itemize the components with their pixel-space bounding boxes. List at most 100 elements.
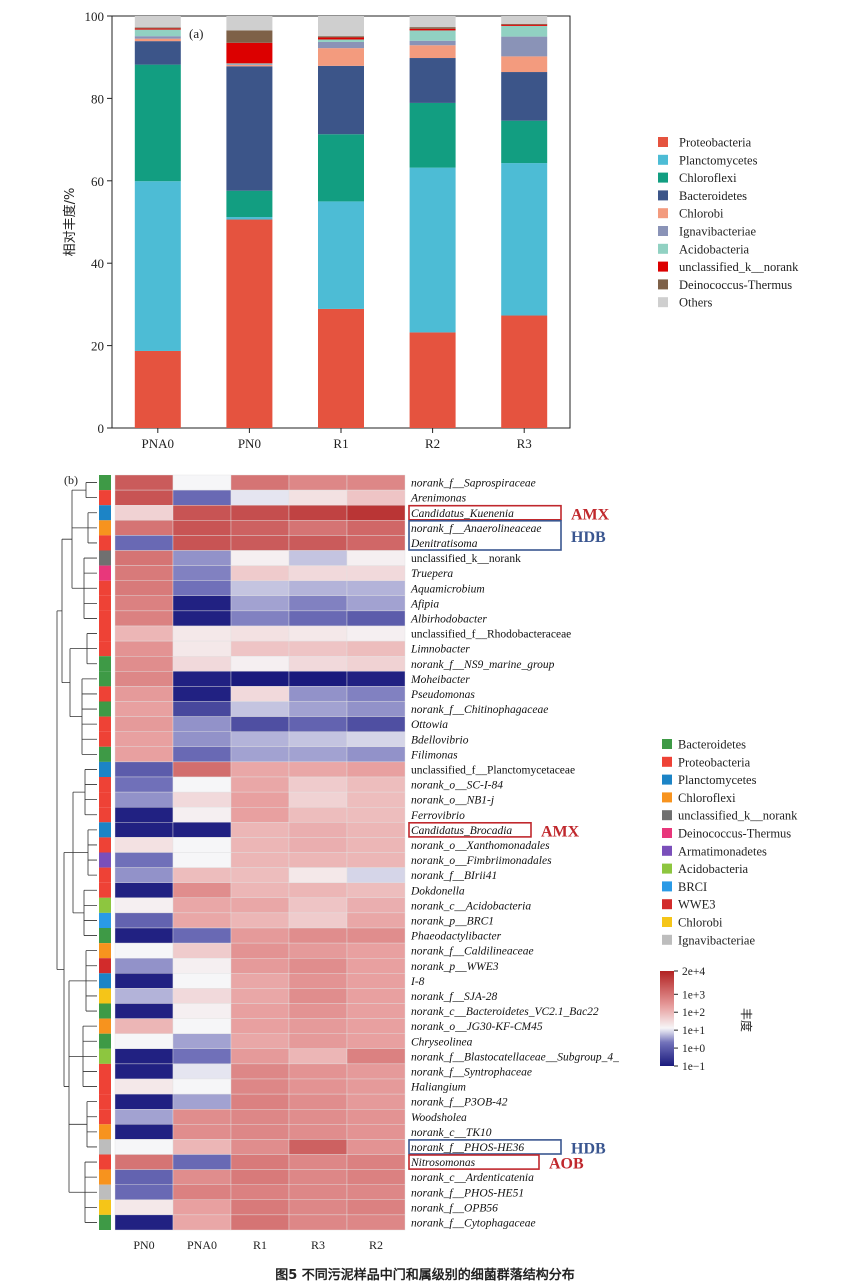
heatmap-cell-norank-f-opb56-r2: [346, 1199, 406, 1216]
heatmap-cell-norank-p-brc1-r1: [230, 912, 290, 929]
row-label-unclassified-k-norank: unclassified_k__norank: [411, 553, 521, 565]
row-dendrogram: [56, 482, 97, 1223]
heatmap-cell-norank-f-p3ob-42-r1: [230, 1093, 290, 1110]
heatmap-cell-norank-f-birii41-r3: [288, 867, 348, 883]
heatmap-cell-unclassified-f-planctomycetaceae-r3: [288, 761, 348, 778]
heatmap-cell-norank-f-phos-he36-pn0: [114, 1139, 174, 1155]
bar-r1-unclassified-k-norank: [318, 37, 364, 40]
heatmap-cell-norank-o-jg30-kf-cm45-r3: [288, 1018, 348, 1034]
heatmap-cell-candidatus-kuenenia-pn0: [114, 505, 174, 521]
heatmap-cell-ottowia-pna0: [172, 716, 232, 732]
bar-r1-proteobacteria: [318, 308, 364, 428]
row-label-norank-p-wwe3: norank_p__WWE3: [411, 961, 499, 973]
phylum-strip-norank-c-ardenticatenia: [99, 1169, 111, 1185]
phylum-strip-norank-c-bacteroidetes-vc2-1-bac22: [99, 1003, 111, 1019]
bar-pna0-acidobacteria: [134, 29, 181, 37]
heatmap-cell-albirhodobacter-pna0: [172, 610, 232, 627]
heatmap-cell-candidatus-brocadia-r3: [288, 822, 348, 838]
bar-pn0-ignavibacteriae: [226, 64, 273, 66]
bar-pn0-bacteroidetes: [226, 66, 273, 191]
phylum-strip-norank-p-wwe3: [99, 958, 111, 974]
legend-swatch-others: [658, 297, 668, 308]
heatmap-cell-norank-f-p3ob-42-r3: [288, 1093, 348, 1110]
heatmap-cell-pseudomonas-r3: [288, 686, 348, 702]
column-label-pna0: PNA0: [187, 1238, 217, 1252]
legend-swatch-chlorobi: [658, 208, 668, 219]
phylum-strip-norank-f-syntrophaceae: [99, 1063, 111, 1079]
bar-pn0-others: [226, 16, 273, 31]
heatmap-cell-candidatus-brocadia-r1: [230, 822, 290, 838]
heatmap-cell-afipia-r3: [288, 595, 348, 612]
phylum-legend-label-chlorobi: Chlorobi: [678, 916, 723, 930]
heatmap-cell-woodsholea-r3: [288, 1108, 348, 1125]
y-tick-label: 0: [98, 421, 105, 436]
bar-r2-proteobacteria: [409, 332, 456, 428]
bar-r3-proteobacteria: [501, 315, 548, 428]
heatmap-cell-candidatus-kuenenia-r3: [288, 505, 348, 521]
phylum-strip-norank-f-opb56: [99, 1199, 111, 1215]
legend-label-chlorobi: Chlorobi: [679, 207, 724, 221]
heatmap-cell-bdellovibrio-pna0: [172, 731, 232, 748]
annotation-label-aob-nitrosomonas: AOB: [549, 1156, 584, 1173]
heatmap-cell-limnobacter-r2: [346, 640, 406, 657]
row-label-i-8: I-8: [410, 976, 425, 988]
heatmap-cell-nitrosomonas-r2: [346, 1154, 406, 1170]
annotation-label-amx-candidatus-kuenenia: AMX: [571, 506, 610, 523]
bar-pna0-deinococcus-thermus: [134, 27, 181, 29]
phylum-legend-swatch-brci: [662, 881, 672, 892]
heatmap-cell-aquamicrobium-pn0: [114, 580, 174, 597]
annotation-label-hdb-norank-f-anaerolineaceae: HDB: [571, 529, 606, 546]
phylum-legend-swatch-armatimonadetes: [662, 845, 672, 856]
y-tick-label: 40: [91, 256, 104, 271]
heatmap-cell-dokdonella-pn0: [114, 882, 174, 899]
figure-caption: 图5 不同污泥样品中门和属级别的细菌群落结构分布: [275, 1268, 575, 1283]
heatmap-cell-denitratisoma-pn0: [114, 535, 174, 551]
heatmap-cell-limnobacter-pn0: [114, 640, 174, 657]
phylum-legend-swatch-wwe3: [662, 899, 672, 910]
y-tick-label: 80: [91, 91, 104, 106]
heatmap-cell-norank-f-opb56-r1: [230, 1199, 290, 1216]
heatmap-cell-norank-c-bacteroidetes-vc2-1-bac22-r3: [288, 1003, 348, 1019]
heatmap-cell-norank-o-nb1-j-r2: [346, 791, 406, 808]
bar-r2-bacteroidetes: [409, 58, 456, 103]
heatmap-cell-norank-f-p3ob-42-pn0: [114, 1093, 174, 1110]
heatmap-cell-norank-f-sja-28-r1: [230, 988, 290, 1004]
bar-r1-acidobacteria: [318, 39, 364, 42]
heatmap-cell-nitrosomonas-r1: [230, 1154, 290, 1170]
bar-r2-chloroflexi: [409, 102, 456, 168]
bar-r3-deinococcus-thermus: [501, 23, 548, 25]
heatmap-cell-arenimonas-r3: [288, 489, 348, 506]
heatmap-cell-aquamicrobium-pna0: [172, 580, 232, 597]
heatmap-cell-unclassified-f-planctomycetaceae-r2: [346, 761, 406, 778]
row-label-chryseolinea: Chryseolinea: [411, 1036, 473, 1048]
heatmap-cell-unclassified-f-planctomycetaceae-pn0: [114, 761, 174, 778]
heatmap-cell-ottowia-pn0: [114, 716, 174, 732]
phylum-strip-norank-f-phos-he51: [99, 1184, 111, 1200]
legend-swatch-acidobacteria: [658, 243, 668, 254]
phylum-strip-norank-o-xanthomonadales: [99, 837, 111, 853]
heatmap-cell-norank-o-fimbriimonadales-pn0: [114, 852, 174, 868]
heatmap-cell-unclassified-k-norank-r1: [230, 550, 290, 566]
heatmap-cell-norank-f-sja-28-r3: [288, 988, 348, 1004]
heatmap-cell-norank-f-sja-28-pna0: [172, 988, 232, 1004]
legend-swatch-bacteroidetes: [658, 190, 668, 201]
phylum-strip-norank-f-anaerolineaceae: [99, 520, 111, 536]
heatmap-cell-norank-f-birii41-pna0: [172, 867, 232, 883]
heatmap-cell-nitrosomonas-pna0: [172, 1154, 232, 1170]
panel-label: (b): [64, 473, 78, 487]
row-label-norank-f-ns9-marine-group: norank_f__NS9_marine_group: [411, 659, 555, 671]
phylum-strip-candidatus-kuenenia: [99, 505, 111, 521]
bar-pna0-unclassified-k-norank: [134, 28, 181, 30]
phylum-legend-label-ignavibacteriae: Ignavibacteriae: [678, 933, 755, 947]
bar-pna0-chloroflexi: [134, 64, 181, 182]
heatmap-cell-limnobacter-r1: [230, 640, 290, 657]
heatmap-cell-norank-p-wwe3-r1: [230, 958, 290, 974]
bar-r2-chlorobi: [409, 45, 456, 59]
phylum-strip-unclassified-f-rhodobacteraceae: [99, 626, 111, 642]
heatmap-cell-unclassified-k-norank-r2: [346, 550, 406, 566]
heatmap-cell-norank-o-fimbriimonadales-r2: [346, 852, 406, 868]
row-label-norank-f-blastocatellaceae-subgroup-4: norank_f__Blastocatellaceae__Subgroup_4_: [411, 1051, 619, 1063]
phylum-strip-norank-f-chitinophagaceae: [99, 701, 111, 717]
heatmap-cell-norank-f-blastocatellaceae-subgroup-4-r2: [346, 1048, 406, 1065]
heatmap-cell-norank-c-ardenticatenia-r1: [230, 1169, 290, 1185]
